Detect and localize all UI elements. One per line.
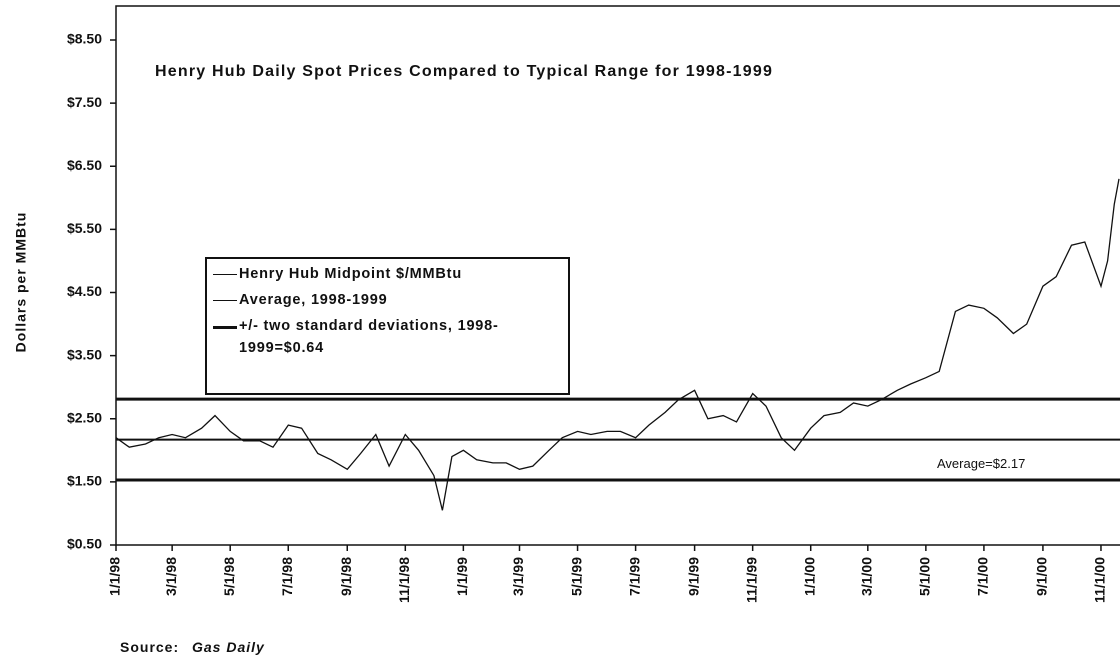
legend-item: Henry Hub Midpoint $/MMBtu [213,263,562,285]
y-tick-label: $0.50 [67,536,102,552]
y-tick-label: $5.50 [67,220,102,236]
price-line [115,178,1120,511]
average-label: Average=$2.17 [937,456,1025,471]
legend-swatch [213,274,237,275]
x-tick-label: 3/1/00 [859,557,875,596]
x-tick-label: 7/1/00 [975,557,991,596]
source-name: Gas Daily [192,639,265,655]
x-tick-label: 3/1/99 [510,557,526,596]
legend-item: +/- two standard deviations, 1998-1999=$… [213,315,562,359]
x-tick-label: 11/1/98 [396,557,412,603]
x-tick-label: 1/1/99 [454,557,470,596]
y-tick-label: $6.50 [67,157,102,173]
legend-label: Average, 1998-1999 [239,292,388,308]
y-tick-label: $3.50 [67,346,102,362]
y-tick-label: $1.50 [67,473,102,489]
y-tick-label: $7.50 [67,94,102,110]
x-tick-label: 5/1/00 [917,557,933,596]
source-label: Source: [120,639,179,655]
x-tick-label: 7/1/98 [279,557,295,596]
x-tick-label: 9/1/98 [338,557,354,596]
x-tick-label: 1/1/00 [801,557,817,596]
x-tick-label: 9/1/00 [1034,557,1050,596]
x-tick-label: 11/1/99 [743,557,759,603]
y-tick-label: $4.50 [67,283,102,299]
x-tick-label: 1/1/98 [107,557,123,596]
legend-swatch [213,300,237,301]
y-tick-label: $8.50 [67,31,102,47]
chart-title: Henry Hub Daily Spot Prices Compared to … [155,63,773,80]
y-tick-label: $2.50 [67,409,102,425]
x-tick-label: 7/1/99 [626,557,642,596]
legend-swatch [213,326,237,329]
x-tick-label: 5/1/99 [568,557,584,596]
legend-label: Henry Hub Midpoint $/MMBtu [239,266,462,282]
x-tick-label: 11/1/00 [1092,557,1108,603]
x-tick-label: 3/1/98 [163,557,179,596]
y-axis-label: Dollars per MMBtu [13,212,29,353]
plot-frame [115,5,1120,546]
legend-label: +/- two standard deviations, 1998-1999=$… [239,318,499,356]
legend-item: Average, 1998-1999 [213,289,562,311]
x-tick-label: 5/1/98 [221,557,237,596]
x-tick-label: 9/1/99 [685,557,701,596]
legend: Henry Hub Midpoint $/MMBtu Average, 1998… [205,257,570,395]
